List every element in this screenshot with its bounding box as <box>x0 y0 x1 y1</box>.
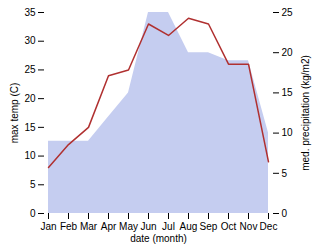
svg-text:20: 20 <box>24 93 36 104</box>
svg-text:35: 35 <box>24 7 36 18</box>
svg-text:Feb: Feb <box>60 221 78 232</box>
svg-text:Sep: Sep <box>200 221 218 232</box>
svg-text:Jun: Jun <box>140 221 156 232</box>
svg-text:30: 30 <box>24 35 36 46</box>
svg-text:Jul: Jul <box>162 221 175 232</box>
svg-text:med. precipitation (kg/m2): med. precipitation (kg/m2) <box>300 55 311 171</box>
svg-text:5: 5 <box>282 168 288 179</box>
svg-text:0: 0 <box>282 208 288 219</box>
svg-text:Dec: Dec <box>260 221 278 232</box>
svg-text:15: 15 <box>24 122 36 133</box>
svg-text:15: 15 <box>282 87 294 98</box>
svg-text:max temp (C): max temp (C) <box>9 83 20 144</box>
svg-text:Aug: Aug <box>180 221 198 232</box>
svg-text:10: 10 <box>282 127 294 138</box>
svg-text:25: 25 <box>24 64 36 75</box>
svg-text:May: May <box>119 221 138 232</box>
svg-text:10: 10 <box>24 150 36 161</box>
svg-text:20: 20 <box>282 47 294 58</box>
svg-text:25: 25 <box>282 7 294 18</box>
svg-text:Apr: Apr <box>101 221 117 232</box>
svg-text:Jan: Jan <box>40 221 56 232</box>
svg-text:Oct: Oct <box>221 221 237 232</box>
svg-text:date (month): date (month) <box>130 233 187 244</box>
svg-text:Nov: Nov <box>240 221 258 232</box>
svg-text:0: 0 <box>30 208 36 219</box>
svg-text:Mar: Mar <box>80 221 98 232</box>
svg-text:5: 5 <box>30 179 36 190</box>
